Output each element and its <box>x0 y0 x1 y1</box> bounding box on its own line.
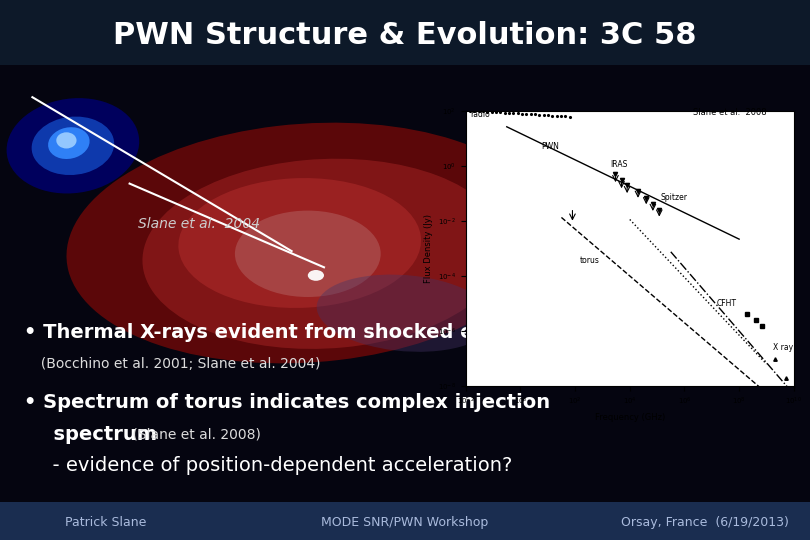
Ellipse shape <box>235 211 381 297</box>
Text: X ray: X ray <box>774 343 794 352</box>
Ellipse shape <box>178 178 421 308</box>
Text: Patrick Slane: Patrick Slane <box>65 516 146 529</box>
Text: PWN Structure & Evolution: 3C 58: PWN Structure & Evolution: 3C 58 <box>113 21 697 50</box>
Text: Orsay, France  (6/19/2013): Orsay, France (6/19/2013) <box>620 516 789 529</box>
Ellipse shape <box>32 117 114 175</box>
Ellipse shape <box>317 274 493 352</box>
Text: Spitzer: Spitzer <box>660 193 687 202</box>
Ellipse shape <box>66 123 549 363</box>
Bar <box>0 65 810 502</box>
Bar <box>0 0 810 65</box>
Text: radio: radio <box>471 110 490 119</box>
Text: spectrum: spectrum <box>40 425 157 444</box>
Text: • Thermal X-rays evident from shocked ejecta: • Thermal X-rays evident from shocked ej… <box>24 322 528 342</box>
Text: PWN: PWN <box>542 142 560 151</box>
Text: MODE SNR/PWN Workshop: MODE SNR/PWN Workshop <box>322 516 488 529</box>
Text: - evidence of position-dependent acceleration?: - evidence of position-dependent acceler… <box>40 456 513 475</box>
Ellipse shape <box>57 132 76 149</box>
Circle shape <box>308 270 324 281</box>
Ellipse shape <box>48 127 90 159</box>
Text: (Bocchino et al. 2001; Slane et al. 2004): (Bocchino et al. 2001; Slane et al. 2004… <box>32 357 321 372</box>
Ellipse shape <box>6 98 139 193</box>
Bar <box>0 502 810 540</box>
Y-axis label: Flux Density (Jy): Flux Density (Jy) <box>424 214 433 283</box>
Ellipse shape <box>143 159 505 349</box>
Text: Slane et al.  2008: Slane et al. 2008 <box>693 108 766 117</box>
Text: • Spectrum of torus indicates complex injection: • Spectrum of torus indicates complex in… <box>24 393 551 412</box>
Text: (Slane et al. 2008): (Slane et al. 2008) <box>128 428 261 442</box>
X-axis label: Frequency (GHz): Frequency (GHz) <box>595 413 665 422</box>
Text: IRAS: IRAS <box>611 160 628 169</box>
Text: Slane et al.  2004: Slane et al. 2004 <box>138 217 260 231</box>
Text: torus: torus <box>580 256 599 265</box>
Text: CFHT: CFHT <box>717 299 736 308</box>
